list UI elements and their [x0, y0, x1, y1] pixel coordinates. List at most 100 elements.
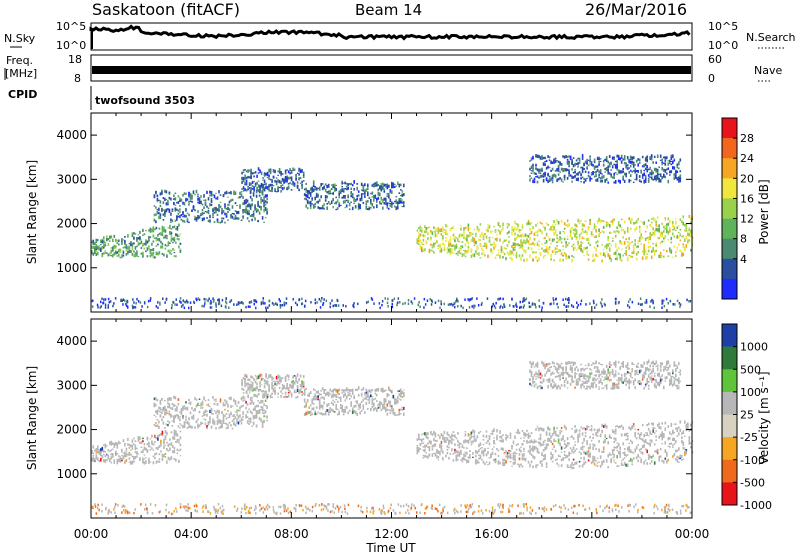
velocity-echo-cell: [341, 408, 343, 413]
power-echo-cell: [647, 174, 650, 177]
velocity-echo-cell: [237, 409, 240, 412]
velocity-echo-cell: [254, 408, 256, 411]
power-echo-cell: [301, 180, 303, 184]
power-echo-cell: [611, 237, 614, 239]
power-echo-cell: [97, 251, 99, 256]
power-echo-cell: [675, 251, 677, 254]
power-clutter-cell: [567, 298, 569, 301]
power-echo-cell: [467, 223, 470, 227]
power-echo-cell: [553, 173, 555, 177]
power-echo-cell: [470, 251, 473, 253]
power-echo-cell: [663, 156, 665, 159]
power-echo-cell: [610, 220, 612, 223]
power-echo-cell: [293, 168, 296, 171]
power-echo-cell: [391, 201, 393, 205]
power-echo-cell: [590, 177, 593, 180]
velocity-echo-cell: [143, 462, 146, 465]
velocity-echo-cell: [165, 412, 168, 414]
velocity-echo-cell: [455, 437, 458, 440]
power-echo-cell: [650, 154, 653, 158]
power-echo-cell: [455, 243, 458, 248]
velocity-echo-cell: [261, 408, 264, 412]
velocity-echo-cell: [329, 388, 331, 392]
velocity-echo-cell: [416, 451, 419, 455]
velocity-echo-cell: [317, 395, 319, 398]
power-echo-cell: [640, 242, 642, 245]
power-echo-cell: [248, 187, 251, 190]
velocity-echo-cell: [454, 450, 456, 454]
velocity-echo-cell: [360, 400, 363, 403]
power-clutter-cell: [557, 306, 559, 309]
velocity-echo-cell: [434, 443, 437, 447]
power-echo-cell: [174, 192, 177, 195]
power-echo-cell: [321, 206, 324, 210]
velocity-echo-cell: [158, 453, 161, 456]
power-echo-cell: [103, 240, 105, 243]
velocity-echo-cell: [380, 388, 383, 392]
power-echo-cell: [314, 188, 316, 191]
power-echo-cell: [201, 217, 204, 222]
velocity-echo-cell: [157, 446, 159, 449]
power-echo-cell: [649, 172, 651, 176]
power-echo-cell: [191, 194, 193, 198]
velocity-echo-cell: [219, 398, 222, 402]
power-echo-cell: [239, 204, 241, 208]
velocity-echo-cell: [130, 444, 132, 448]
velocity-echo-cell: [437, 456, 440, 459]
power-echo-cell: [178, 223, 180, 226]
power-echo-cell: [611, 240, 614, 242]
velocity-echo-cell: [347, 413, 349, 415]
power-echo-cell: [332, 192, 334, 195]
power-echo-cell: [92, 252, 95, 256]
velocity-echo-cell: [122, 456, 125, 460]
power-echo-cell: [532, 241, 534, 245]
power-clutter-cell: [179, 300, 181, 303]
velocity-echo-cell: [446, 438, 449, 441]
power-echo-cell: [166, 237, 168, 240]
power-echo-cell: [365, 202, 368, 206]
power-echo-cell: [373, 185, 375, 188]
power-echo-cell: [443, 229, 446, 231]
power-echo-cell: [451, 250, 453, 254]
power-echo-cell: [593, 165, 596, 168]
velocity-echo-cell: [248, 387, 251, 389]
power-echo-cell: [638, 228, 641, 232]
power-clutter-cell: [134, 306, 137, 309]
velocity-echo-cell: [354, 404, 357, 408]
power-echo-cell: [247, 169, 249, 173]
power-echo-cell: [669, 159, 671, 163]
power-echo-cell: [165, 190, 168, 194]
power-echo-cell: [421, 248, 423, 253]
power-echo-cell: [326, 185, 328, 187]
power-echo-cell: [589, 155, 591, 158]
power-echo-cell: [577, 162, 579, 166]
power-echo-cell: [475, 249, 477, 252]
power-clutter-cell: [228, 306, 230, 309]
nave-tick-top: 60: [708, 53, 722, 66]
power-echo-cell: [541, 230, 543, 233]
power-clutter-cell: [122, 303, 124, 306]
power-echo-cell: [544, 236, 546, 240]
velocity-echo-cell: [154, 441, 156, 444]
velocity-echo-cell: [323, 401, 325, 405]
power-echo-cell: [115, 251, 117, 254]
power-echo-cell: [544, 161, 546, 163]
velocity-echo-cell: [227, 427, 229, 429]
velocity-echo-cell: [421, 440, 423, 442]
power-echo-cell: [532, 155, 534, 160]
power-clutter-cell: [283, 301, 285, 305]
power-echo-cell: [212, 212, 214, 217]
power-echo-cell: [652, 171, 654, 175]
power-echo-cell: [185, 208, 187, 212]
power-echo-cell: [556, 251, 558, 253]
power-echo-cell: [617, 154, 620, 158]
velocity-echo-cell: [191, 415, 193, 420]
power-echo-cell: [179, 208, 181, 210]
power-echo-cell: [675, 175, 677, 179]
power-echo-cell: [475, 235, 477, 237]
power-echo-cell: [152, 251, 155, 255]
power-echo-cell: [172, 242, 174, 244]
power-echo-cell: [292, 183, 294, 186]
power-echo-cell: [566, 168, 569, 172]
power-echo-cell: [180, 214, 183, 217]
